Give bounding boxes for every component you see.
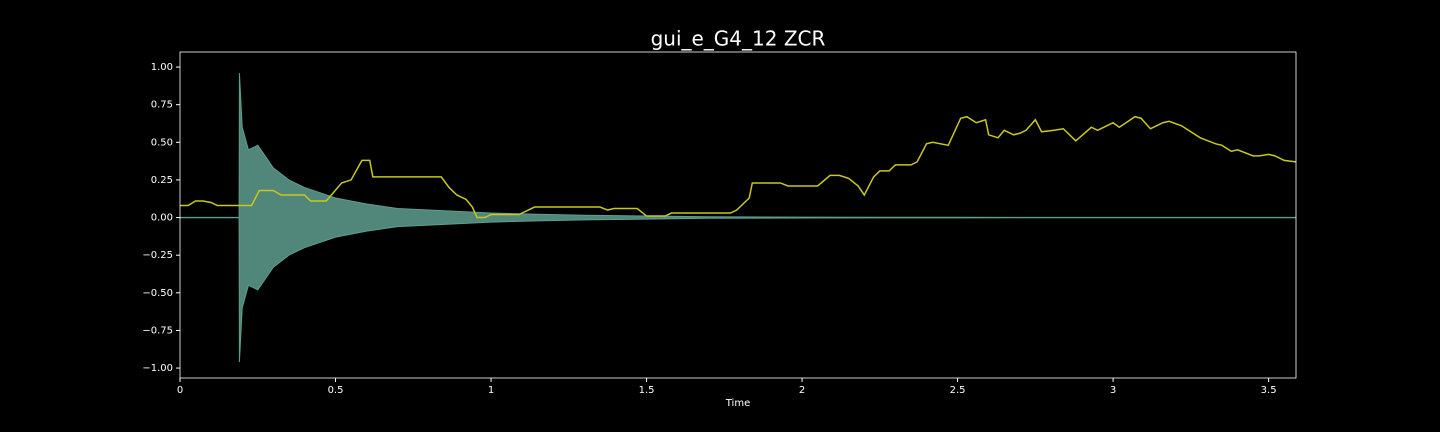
x-tick-label: 2 [799,385,805,396]
waveform-lower [180,217,1296,363]
y-tick-label: −1.00 [142,363,173,374]
x-tick-label: 2.5 [950,385,966,396]
x-tick-label: 0.5 [328,385,344,396]
y-tick-label: 0.25 [151,175,173,186]
y-tick-label: 0.75 [151,100,173,111]
y-tick-label: −0.50 [142,288,173,299]
y-tick-label: 0.50 [151,137,173,148]
waveform-upper [180,73,1296,218]
x-tick-label: 3 [1110,385,1116,396]
x-tick-label: 0 [177,385,183,396]
y-tick-label: 1.00 [151,62,173,73]
x-axis-label: Time [725,398,750,409]
waveform-fill [180,73,1296,363]
y-tick-label: −0.25 [142,250,173,261]
plot-frame [179,51,1297,379]
zcr-line [180,115,1297,219]
x-tick-label: 1 [488,385,494,396]
y-tick-label: −0.75 [142,325,173,336]
x-tick-label: 3.5 [1261,385,1277,396]
y-tick-label: 0.00 [151,213,173,224]
x-tick-label: 1.5 [639,385,655,396]
chart-title: gui_e_G4_12 ZCR [651,27,826,51]
